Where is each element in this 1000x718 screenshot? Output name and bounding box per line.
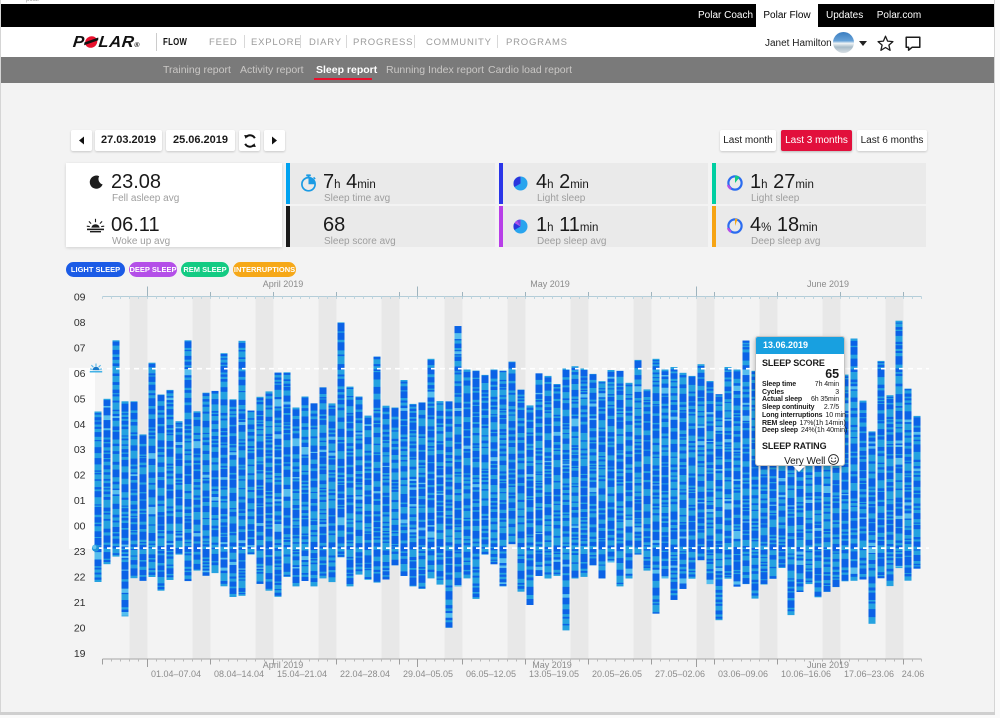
svg-text:April 2019: April 2019 bbox=[263, 279, 304, 289]
svg-text:24.06: 24.06 bbox=[902, 669, 925, 679]
svg-text:23: 23 bbox=[74, 546, 86, 558]
svg-text:13.05–19.05: 13.05–19.05 bbox=[529, 669, 579, 679]
svg-text:21: 21 bbox=[74, 597, 86, 609]
svg-text:22: 22 bbox=[74, 571, 86, 583]
svg-text:08: 08 bbox=[74, 317, 86, 329]
svg-text:10.06–16.06: 10.06–16.06 bbox=[781, 669, 831, 679]
svg-text:08.04–14.04: 08.04–14.04 bbox=[214, 669, 264, 679]
svg-text:22.04–28.04: 22.04–28.04 bbox=[340, 669, 390, 679]
svg-text:19: 19 bbox=[74, 648, 86, 660]
svg-text:17.06–23.06: 17.06–23.06 bbox=[844, 669, 894, 679]
svg-text:15.04–21.04: 15.04–21.04 bbox=[277, 669, 327, 679]
svg-text:05: 05 bbox=[74, 393, 86, 405]
svg-text:June 2019: June 2019 bbox=[807, 279, 849, 289]
svg-text:20: 20 bbox=[74, 622, 86, 634]
svg-text:June 2019: June 2019 bbox=[807, 660, 849, 670]
svg-text:03: 03 bbox=[74, 444, 86, 456]
svg-text:April 2019: April 2019 bbox=[263, 660, 304, 670]
svg-text:20.05–26.05: 20.05–26.05 bbox=[592, 669, 642, 679]
svg-text:May 2019: May 2019 bbox=[530, 279, 570, 289]
svg-text:01.04–07.04: 01.04–07.04 bbox=[151, 669, 201, 679]
svg-text:02: 02 bbox=[74, 470, 86, 482]
svg-text:09: 09 bbox=[74, 292, 86, 304]
svg-text:May 2019: May 2019 bbox=[532, 660, 572, 670]
svg-text:29.04–05.05: 29.04–05.05 bbox=[403, 669, 453, 679]
svg-text:06: 06 bbox=[74, 368, 86, 380]
svg-text:27.05–02.06: 27.05–02.06 bbox=[655, 669, 705, 679]
svg-text:01: 01 bbox=[74, 495, 86, 507]
svg-text:03.06–09.06: 03.06–09.06 bbox=[718, 669, 768, 679]
svg-text:00: 00 bbox=[74, 521, 86, 533]
svg-text:04: 04 bbox=[74, 419, 86, 431]
svg-text:07: 07 bbox=[74, 342, 86, 354]
svg-text:06.05–12.05: 06.05–12.05 bbox=[466, 669, 516, 679]
